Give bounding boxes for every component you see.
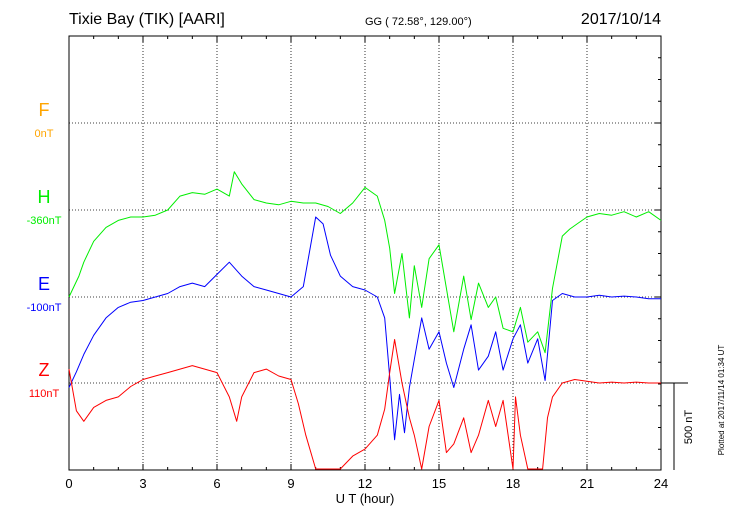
x-tick-label: 6 bbox=[213, 476, 220, 491]
series-labels: F 0nT H -360nT E -100nT Z 110nT bbox=[27, 100, 62, 400]
scale-bar-label: 500 nT bbox=[683, 410, 695, 445]
x-tick-label: 15 bbox=[432, 476, 446, 491]
series-name-e: E bbox=[38, 274, 50, 294]
series-baseline-h: -360nT bbox=[27, 215, 62, 227]
x-tick-label: 21 bbox=[580, 476, 594, 491]
x-tick-label: 3 bbox=[139, 476, 146, 491]
x-tick-label: 12 bbox=[358, 476, 372, 491]
series-name-f: F bbox=[39, 100, 50, 120]
scale-bar: 500 nT bbox=[661, 382, 695, 470]
series-line-h bbox=[68, 171, 662, 354]
series-name-z: Z bbox=[39, 360, 50, 380]
x-tick-label: 24 bbox=[654, 476, 668, 491]
series-lines bbox=[68, 171, 662, 470]
x-tick-label: 9 bbox=[287, 476, 294, 491]
date-label: 2017/10/14 bbox=[581, 11, 661, 28]
coordinates-label: GG ( 72.58°, 129.00°) bbox=[365, 16, 472, 28]
series-name-h: H bbox=[38, 187, 51, 207]
series-baseline-f: 0nT bbox=[35, 128, 54, 140]
series-line-e bbox=[68, 216, 661, 441]
plotted-timestamp: Plotted at 2017/11/14 01:34 UT bbox=[717, 345, 726, 456]
series-baseline-e: -100nT bbox=[27, 302, 62, 314]
station-title: Tixie Bay (TIK) [AARI] bbox=[69, 11, 225, 28]
series-baseline-z: 110nT bbox=[29, 388, 60, 400]
series-line-z bbox=[68, 339, 661, 470]
x-tick-label: 0 bbox=[65, 476, 72, 491]
gridlines bbox=[69, 36, 661, 470]
x-tick-labels: 0 3 6 9 12 15 18 21 24 bbox=[65, 476, 668, 491]
x-tick-label: 18 bbox=[506, 476, 520, 491]
x-axis-label: U T (hour) bbox=[336, 491, 395, 506]
